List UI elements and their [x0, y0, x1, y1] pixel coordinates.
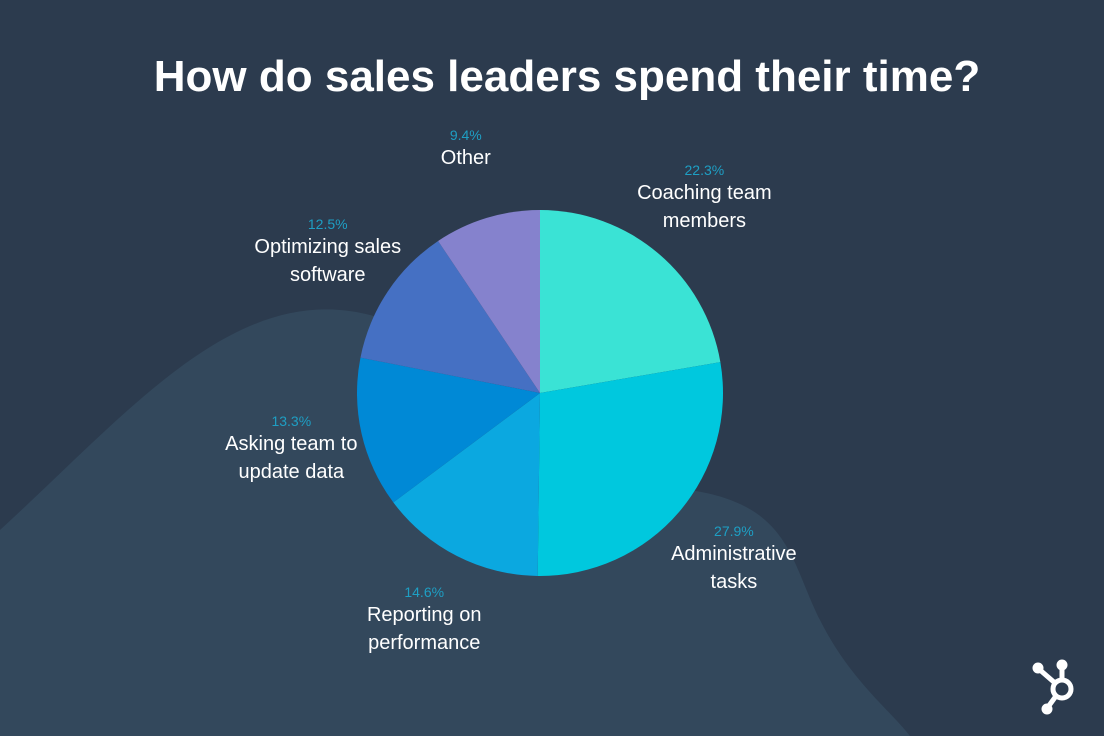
value-label: 13.3%	[271, 413, 312, 430]
category-label: Other	[440, 147, 491, 170]
slice-label: 12.5% Optimizing sales software	[253, 215, 403, 289]
slice-label: 14.6% Reporting on performance	[349, 583, 499, 657]
value-label: 12.5%	[307, 215, 348, 232]
chart-title: How do sales leaders spend their time?	[153, 52, 981, 101]
slice-label: 9.4% Other	[391, 126, 541, 172]
pie-slice	[357, 357, 540, 503]
category-label: Coaching team members	[637, 182, 772, 233]
category-label: Reporting on performance	[366, 604, 482, 655]
slice-label: 13.3% Asking team to update data	[216, 412, 366, 486]
category-label: Asking team to update data	[225, 433, 358, 484]
hubspot-logo	[1032, 659, 1074, 715]
value-label: 14.6%	[404, 584, 445, 601]
value-label: 9.4%	[449, 127, 482, 144]
slice-label: 22.3% Coaching team members	[629, 161, 779, 235]
category-label: Administrative tasks	[671, 542, 797, 593]
value-label: 27.9%	[714, 522, 754, 539]
value-label: 22.3%	[684, 162, 725, 179]
pie-slice	[540, 210, 721, 393]
slice-label: 27.9% Administrative tasks	[659, 522, 809, 596]
pie-slice	[360, 241, 540, 393]
pie-slice	[537, 362, 723, 576]
pie-slice	[393, 393, 540, 576]
pie-slice	[438, 210, 540, 393]
category-label: Optimizing sales software	[254, 235, 402, 286]
